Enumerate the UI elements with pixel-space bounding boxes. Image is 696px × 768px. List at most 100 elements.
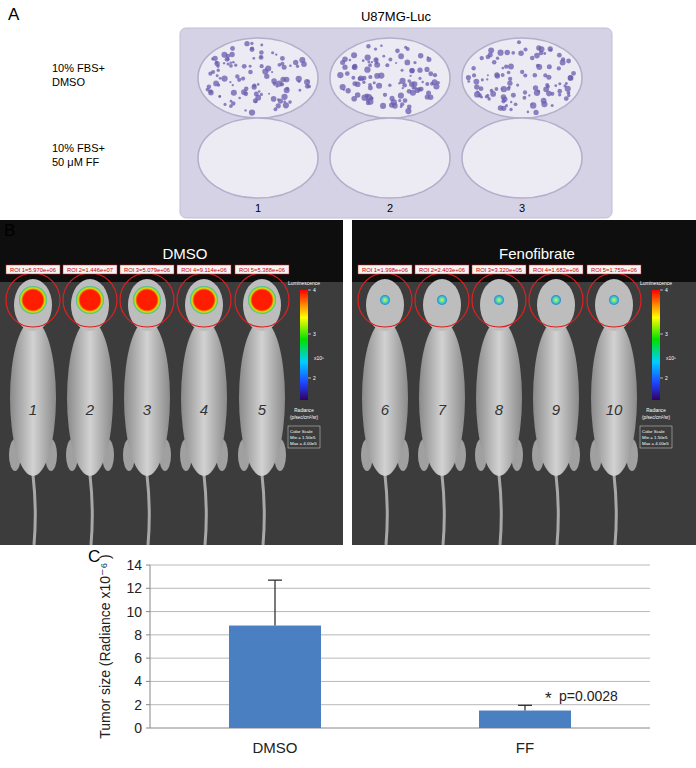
grid-line: [150, 658, 650, 659]
colony: [380, 103, 386, 109]
colony: [546, 85, 550, 89]
colony: [501, 94, 507, 100]
colony: [211, 70, 215, 74]
colony: [383, 93, 387, 97]
colony: [345, 71, 350, 76]
tick: [146, 681, 150, 682]
tick-label: 8: [134, 627, 142, 643]
colony: [262, 68, 268, 74]
colony: [260, 43, 263, 46]
colony: [507, 71, 511, 75]
colony: [238, 97, 241, 100]
colorbar-tick-label: 4: [665, 287, 668, 293]
colony: [507, 81, 512, 86]
colony: [523, 73, 527, 77]
mouse-body: [533, 320, 579, 476]
mouse-body: [124, 320, 170, 476]
colony: [517, 40, 521, 44]
well: [330, 118, 450, 198]
figure: AU87MG-Luc10% FBS+DMSO10% FBS+50 μM FF12…: [0, 0, 696, 768]
annotation: p=0.0028: [559, 688, 618, 704]
colony: [407, 104, 412, 109]
colony: [528, 94, 530, 96]
colony: [277, 98, 280, 101]
plate: [180, 28, 612, 218]
colorbar: [652, 290, 660, 400]
colony: [527, 111, 530, 114]
row-label: 50 μM FF: [52, 156, 100, 168]
well: [198, 38, 318, 118]
colony: [229, 81, 231, 83]
colony: [501, 86, 507, 92]
colony: [367, 60, 370, 63]
colony: [537, 90, 540, 93]
colony: [421, 81, 423, 83]
colony: [280, 56, 285, 61]
colony: [371, 61, 373, 63]
colony: [466, 75, 471, 80]
colony: [307, 84, 311, 88]
colony: [369, 96, 373, 100]
signal: [609, 295, 619, 305]
colony: [368, 85, 373, 90]
colony: [340, 60, 345, 65]
error-line: [274, 580, 275, 625]
column-label: 2: [387, 202, 393, 214]
colony: [271, 71, 273, 73]
colorbar: [300, 290, 308, 400]
colony: [424, 67, 429, 72]
colony: [380, 44, 383, 47]
colony: [436, 81, 439, 84]
colony: [345, 88, 350, 93]
colony: [296, 76, 302, 82]
well: [330, 38, 450, 118]
image-background: [0, 220, 343, 545]
grid-line: [150, 565, 650, 566]
image-band: [352, 220, 696, 282]
colony: [271, 96, 277, 102]
colony: [260, 64, 264, 68]
colony: [376, 83, 382, 89]
colony: [530, 56, 535, 61]
colony: [337, 72, 343, 78]
mouse-tail: [147, 475, 149, 545]
mouse-number: 10: [606, 401, 623, 418]
mouse-tail: [614, 475, 616, 545]
colony: [382, 55, 385, 58]
colony: [536, 64, 540, 68]
row-label: DMSO: [52, 76, 85, 88]
roi-circle: [587, 273, 641, 327]
colony: [490, 89, 494, 93]
colony: [252, 57, 255, 60]
colony: [486, 78, 488, 80]
colony: [362, 76, 367, 81]
colony: [249, 65, 252, 68]
colony: [565, 82, 568, 85]
error-bar: [518, 705, 532, 710]
tick-label: 2: [134, 697, 142, 713]
roi-label-box: [63, 265, 117, 274]
mouse-body: [181, 320, 227, 476]
column-label: 1: [255, 202, 261, 214]
y-axis-label: Tumor size (Radiance x10⁻⁶ ): [97, 554, 113, 739]
colony: [398, 82, 400, 84]
colony: [229, 52, 234, 57]
colony: [501, 88, 503, 90]
colorbar-tick-label: 2: [665, 375, 668, 381]
well: [198, 118, 318, 198]
colony: [504, 64, 508, 68]
colony: [496, 57, 499, 60]
colony: [219, 95, 221, 97]
colorbar-tick: [660, 290, 663, 291]
roi-label-box: [472, 265, 526, 274]
colony: [488, 47, 494, 53]
colony: [268, 93, 270, 95]
colony: [254, 91, 259, 96]
signal: [494, 295, 504, 305]
colony: [249, 109, 255, 115]
error-line: [524, 705, 525, 710]
colony: [511, 51, 515, 55]
colony: [433, 73, 437, 77]
colony: [260, 56, 263, 59]
bar: [479, 711, 571, 728]
